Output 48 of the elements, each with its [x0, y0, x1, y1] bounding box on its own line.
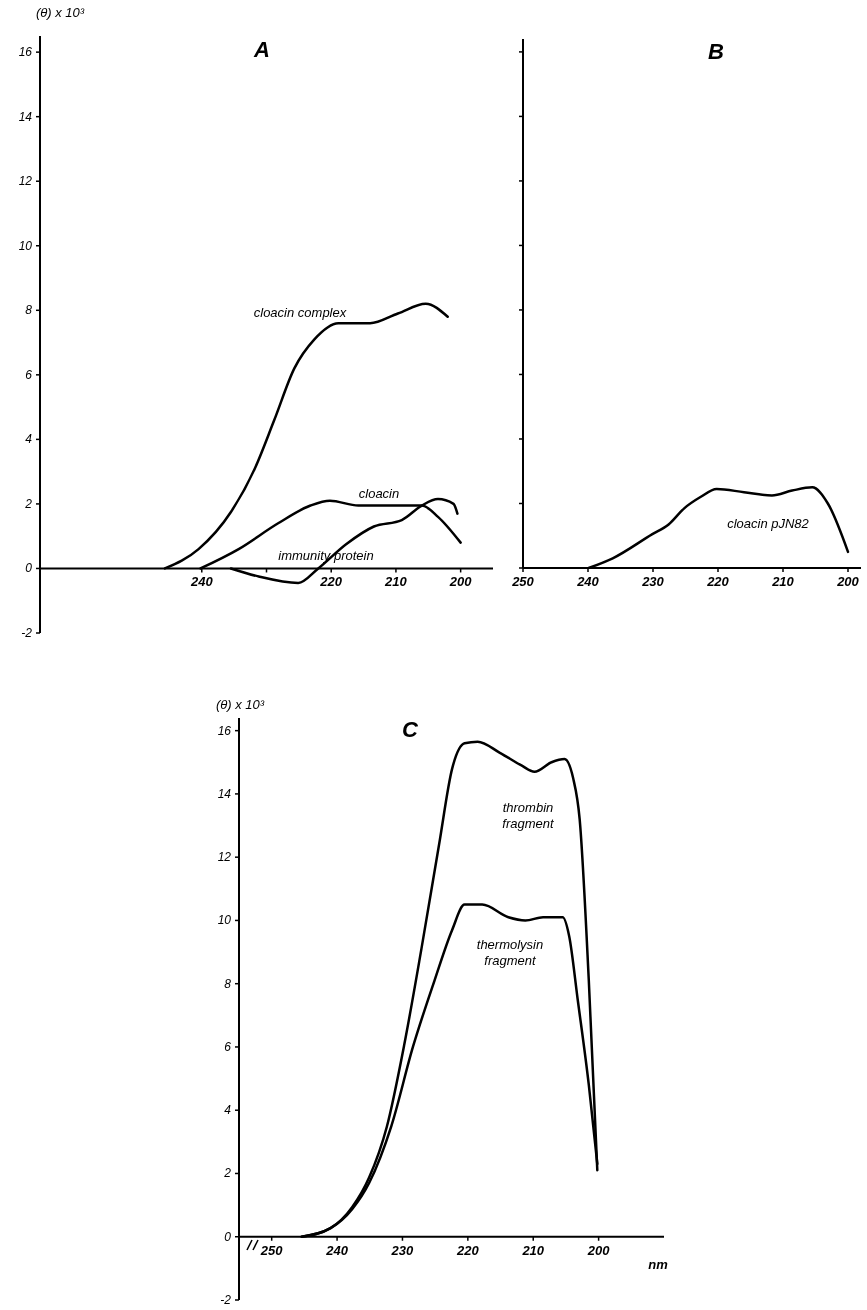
y-tick-label: -2	[220, 1293, 232, 1307]
chart-title: B	[708, 39, 724, 65]
x-axis-title: nm	[648, 1256, 668, 1272]
y-tick-label: 12	[217, 850, 232, 865]
y-tick-label: 10	[217, 913, 232, 928]
y-axis-title: (θ) x 10³	[35, 4, 85, 20]
x-tick-label: 240	[189, 574, 214, 590]
y-tick-label: 2	[223, 1166, 232, 1181]
x-tick-label: 220	[455, 1242, 480, 1258]
series-label: thermolysin fragment	[475, 937, 545, 969]
x-tick-label: 240	[576, 574, 600, 589]
x-tick-label: 210	[384, 574, 408, 590]
y-tick-label: 2	[24, 496, 33, 511]
x-tick-label: 250	[259, 1242, 284, 1258]
series-label: cloacin	[357, 486, 401, 502]
x-tick-label: 240	[325, 1242, 349, 1258]
x-tick-label: 210	[771, 574, 795, 589]
x-tick-label: 200	[448, 574, 473, 590]
y-tick-label: 12	[18, 174, 33, 189]
chart-title: C	[402, 717, 418, 743]
y-tick-label: 14	[18, 109, 33, 124]
y-tick-label: 0	[224, 1229, 232, 1244]
y-tick-label: 8	[25, 303, 33, 318]
x-tick-label: 230	[641, 574, 665, 589]
y-tick-label: 6	[224, 1039, 232, 1054]
x-tick-label: 250	[511, 574, 535, 589]
x-tick-label: 200	[586, 1242, 611, 1258]
x-tick-label: 230	[390, 1242, 415, 1258]
y-axis-title: (θ) x 10³	[215, 696, 265, 712]
y-tick-label: 14	[217, 786, 232, 801]
y-tick-label: 6	[25, 367, 33, 382]
series-label: immunity protein	[277, 548, 375, 564]
y-tick-label: 8	[224, 976, 232, 991]
x-tick-label: 220	[706, 574, 730, 589]
y-tick-label: 16	[217, 723, 232, 738]
y-tick-label: 16	[18, 45, 33, 60]
series-label: cloacin complex	[252, 305, 348, 321]
series-label: thrombin fragment	[501, 800, 555, 832]
x-tick-label: 200	[836, 574, 860, 589]
series-label: cloacin pJN82	[726, 516, 810, 532]
y-tick-label: 4	[25, 432, 33, 447]
x-tick-label: 210	[521, 1242, 545, 1258]
y-tick-label: -2	[21, 626, 33, 640]
y-tick-label: 0	[25, 561, 33, 576]
chart-title: A	[254, 37, 270, 63]
x-tick-label: 220	[319, 574, 343, 590]
y-tick-label: 4	[224, 1103, 232, 1118]
y-tick-label: 10	[18, 238, 33, 253]
